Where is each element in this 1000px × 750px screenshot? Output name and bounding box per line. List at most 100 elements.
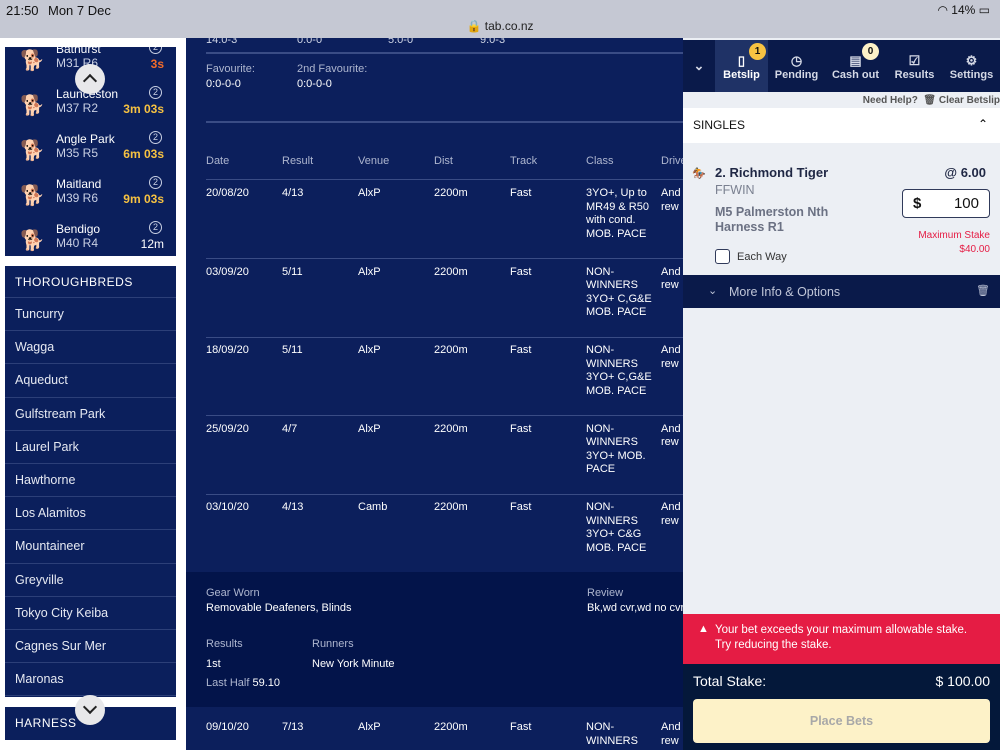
last-half-value: 59.10 [252,677,281,689]
venue-name: Angle Park [56,132,115,146]
race-item[interactable]: 🐕 Bendigo M40 R4 2 12m [5,220,176,256]
cell-dist: 2200m [434,721,468,733]
currency-symbol: $ [913,195,922,212]
race-code: M35 R5 [56,146,99,160]
meeting-item[interactable]: Mountaineer [5,530,176,564]
tab-results[interactable]: ☑ Results [886,40,943,92]
race-code: M37 R2 [56,101,99,115]
table-row[interactable]: 03/10/20 4/13 Camb 2200m Fast NON-WINNERS 3YO… [186,494,683,573]
venue-name: Bendigo [56,222,101,236]
cell-driver: Andrew Drake [661,501,681,527]
column-header: Date [206,155,230,167]
max-stake-label: Maximum Stake [918,230,990,241]
results-icon: ☑ [908,53,921,68]
cell-date: 18/09/20 [206,344,249,356]
thoroughbreds-header[interactable]: THOROUGHBREDS [5,266,176,298]
row-divider [206,336,683,338]
remove-bet-trash-icon[interactable]: 🗑 [976,285,990,297]
meeting-item[interactable]: Tokyo City Keiba [5,597,176,630]
table-row[interactable]: 20/08/20 4/13 AlxP 2200m Fast 3YO+, Up to MR4… [186,180,683,259]
total-stake-value: $ 100.00 [935,673,991,689]
betslip-nav: ⌄ ▯ Betslip 1 ◷ Pending ▤ Cash out 0 ☑ Results ⚙ Se… [683,40,1000,92]
collapse-chevron-icon[interactable]: ⌄ [693,58,705,73]
cell-venue: AlxP [358,187,381,199]
tab-label: Cash out [831,69,880,81]
race-item[interactable]: 🐕 Angle Park M35 R5 2 6m 03s [5,130,176,175]
cell-class: NON-WINNERS 3YO+ C,G&E MOB. PACE [586,344,652,397]
more-info-toggle[interactable]: ⌄ More Info & Options 🗑 [683,275,1000,308]
race-item[interactable]: 🐕 Maitland M39 R6 2 9m 03s [5,175,176,220]
chevron-up-icon[interactable]: ⌃ [977,117,988,131]
meeting-item[interactable]: Cagnes Sur Mer [5,630,176,664]
countdown: 12m [140,237,164,251]
meeting-item[interactable]: Laurel Park [5,431,176,464]
harness-header[interactable]: HARNESS [15,716,77,730]
cell-driver: Andrew Drake [661,344,681,370]
divider [206,179,683,180]
cell-class: NON-WINNERS [586,721,638,747]
clear-betslip-button[interactable]: Clear Betslip [938,95,1000,106]
url-bar[interactable]: 🔒 tab.co.nz [0,19,1000,33]
each-way-label: Each Way [737,251,787,263]
meeting-item[interactable]: Hawthorne [5,464,176,498]
betslip-footer: Total Stake: $ 100.00 Place Bets [683,664,1000,750]
place-bets-button[interactable]: Place Bets [693,699,990,743]
count-badge: 1 [749,43,766,60]
cell-track: Fast [510,187,532,199]
cell-result: 4/13 [282,187,304,199]
cell-venue: AlxP [358,721,381,733]
meeting-item[interactable]: Greyville [5,564,176,597]
meeting-item[interactable]: Los Alamitos [5,497,176,531]
position-badge: 2 [149,131,162,144]
stake-input[interactable]: $ 100 [902,189,990,218]
runners-label: Runners [312,638,354,650]
stat-value: 0:0-0 [297,38,323,46]
meeting-item[interactable]: Aqueduct [5,364,176,398]
cell-track: Fast [510,265,532,278]
row-divider [206,415,683,416]
singles-header[interactable]: SINGLES ⌃ [683,108,1000,143]
gear-label: Gear Worn [206,587,260,599]
second-favourite-label: 2nd Favourite: [297,63,368,75]
favourite-label: Favourite: [206,63,255,75]
thoroughbreds-card: THOROUGHBREDS Tuncurry Wagga Aqueduct Gulfs… [5,266,176,697]
battery: ◠ 14% ▭ [937,3,990,17]
column-header: Class [586,155,614,167]
chevron-up-icon [82,73,98,89]
race-item[interactable]: 🐕 Launceston M37 R2 2 3m 03s [5,85,176,130]
cell-track: Fast [510,501,532,513]
meeting-item[interactable]: Gulfstream Park [5,398,176,431]
need-help-link[interactable]: Need Help? [862,95,918,106]
tab-betslip[interactable]: ▯ Betslip 1 [715,40,768,92]
cell-driver: Andrew Drake [661,265,681,292]
tab-cash-out[interactable]: ▤ Cash out 0 [825,40,886,92]
date: Mon 7 Dec [48,3,111,18]
scroll-up-button[interactable] [75,64,105,94]
cell-track: Fast [510,422,532,435]
gear-icon: ⚙ [965,53,978,68]
cell-venue: AlxP [358,344,381,356]
tab-pending[interactable]: ◷ Pending [768,40,825,92]
wifi-icon: ◠ [937,3,948,17]
greyhound-icon: 🐕 [20,95,45,117]
meeting-item[interactable]: Maronas [5,663,176,697]
tab-settings[interactable]: ⚙ Settings [943,40,1000,92]
venue-name: Launceston [56,87,119,101]
table-row[interactable]: 03/09/20 5/11 AlxP 2200m Fast NON-WINNERS 3YO… [186,259,683,338]
table-row[interactable]: 09/10/20 7/13 AlxP 2200m Fast NON-WINNERS Andr… [186,714,683,750]
table-row[interactable]: 18/09/20 5/11 AlxP 2200m Fast NON-WINNERS 3YO… [186,337,683,416]
race-name: M5 Palmerston Nth Harness R1 [715,205,829,234]
greyhound-icon: 🐕 [20,50,45,72]
total-stake-label: Total Stake: [693,673,767,689]
cell-venue: Camb [358,501,388,513]
each-way-checkbox[interactable] [715,249,730,264]
meeting-item[interactable]: Wagga [5,331,176,365]
trash-icon: 🗑 [923,95,937,106]
cell-result: 5/11 [282,265,303,278]
scroll-down-button[interactable] [75,695,105,725]
meeting-item[interactable]: Tuncurry [5,298,176,332]
greyhound-icon: 🐕 [20,185,45,207]
tab-label: Pending [774,69,819,81]
table-row[interactable]: 25/09/20 4/7 AlxP 2200m Fast NON-WINNERS 3YO+… [186,416,683,495]
venue-name: Bathurst [56,47,101,56]
